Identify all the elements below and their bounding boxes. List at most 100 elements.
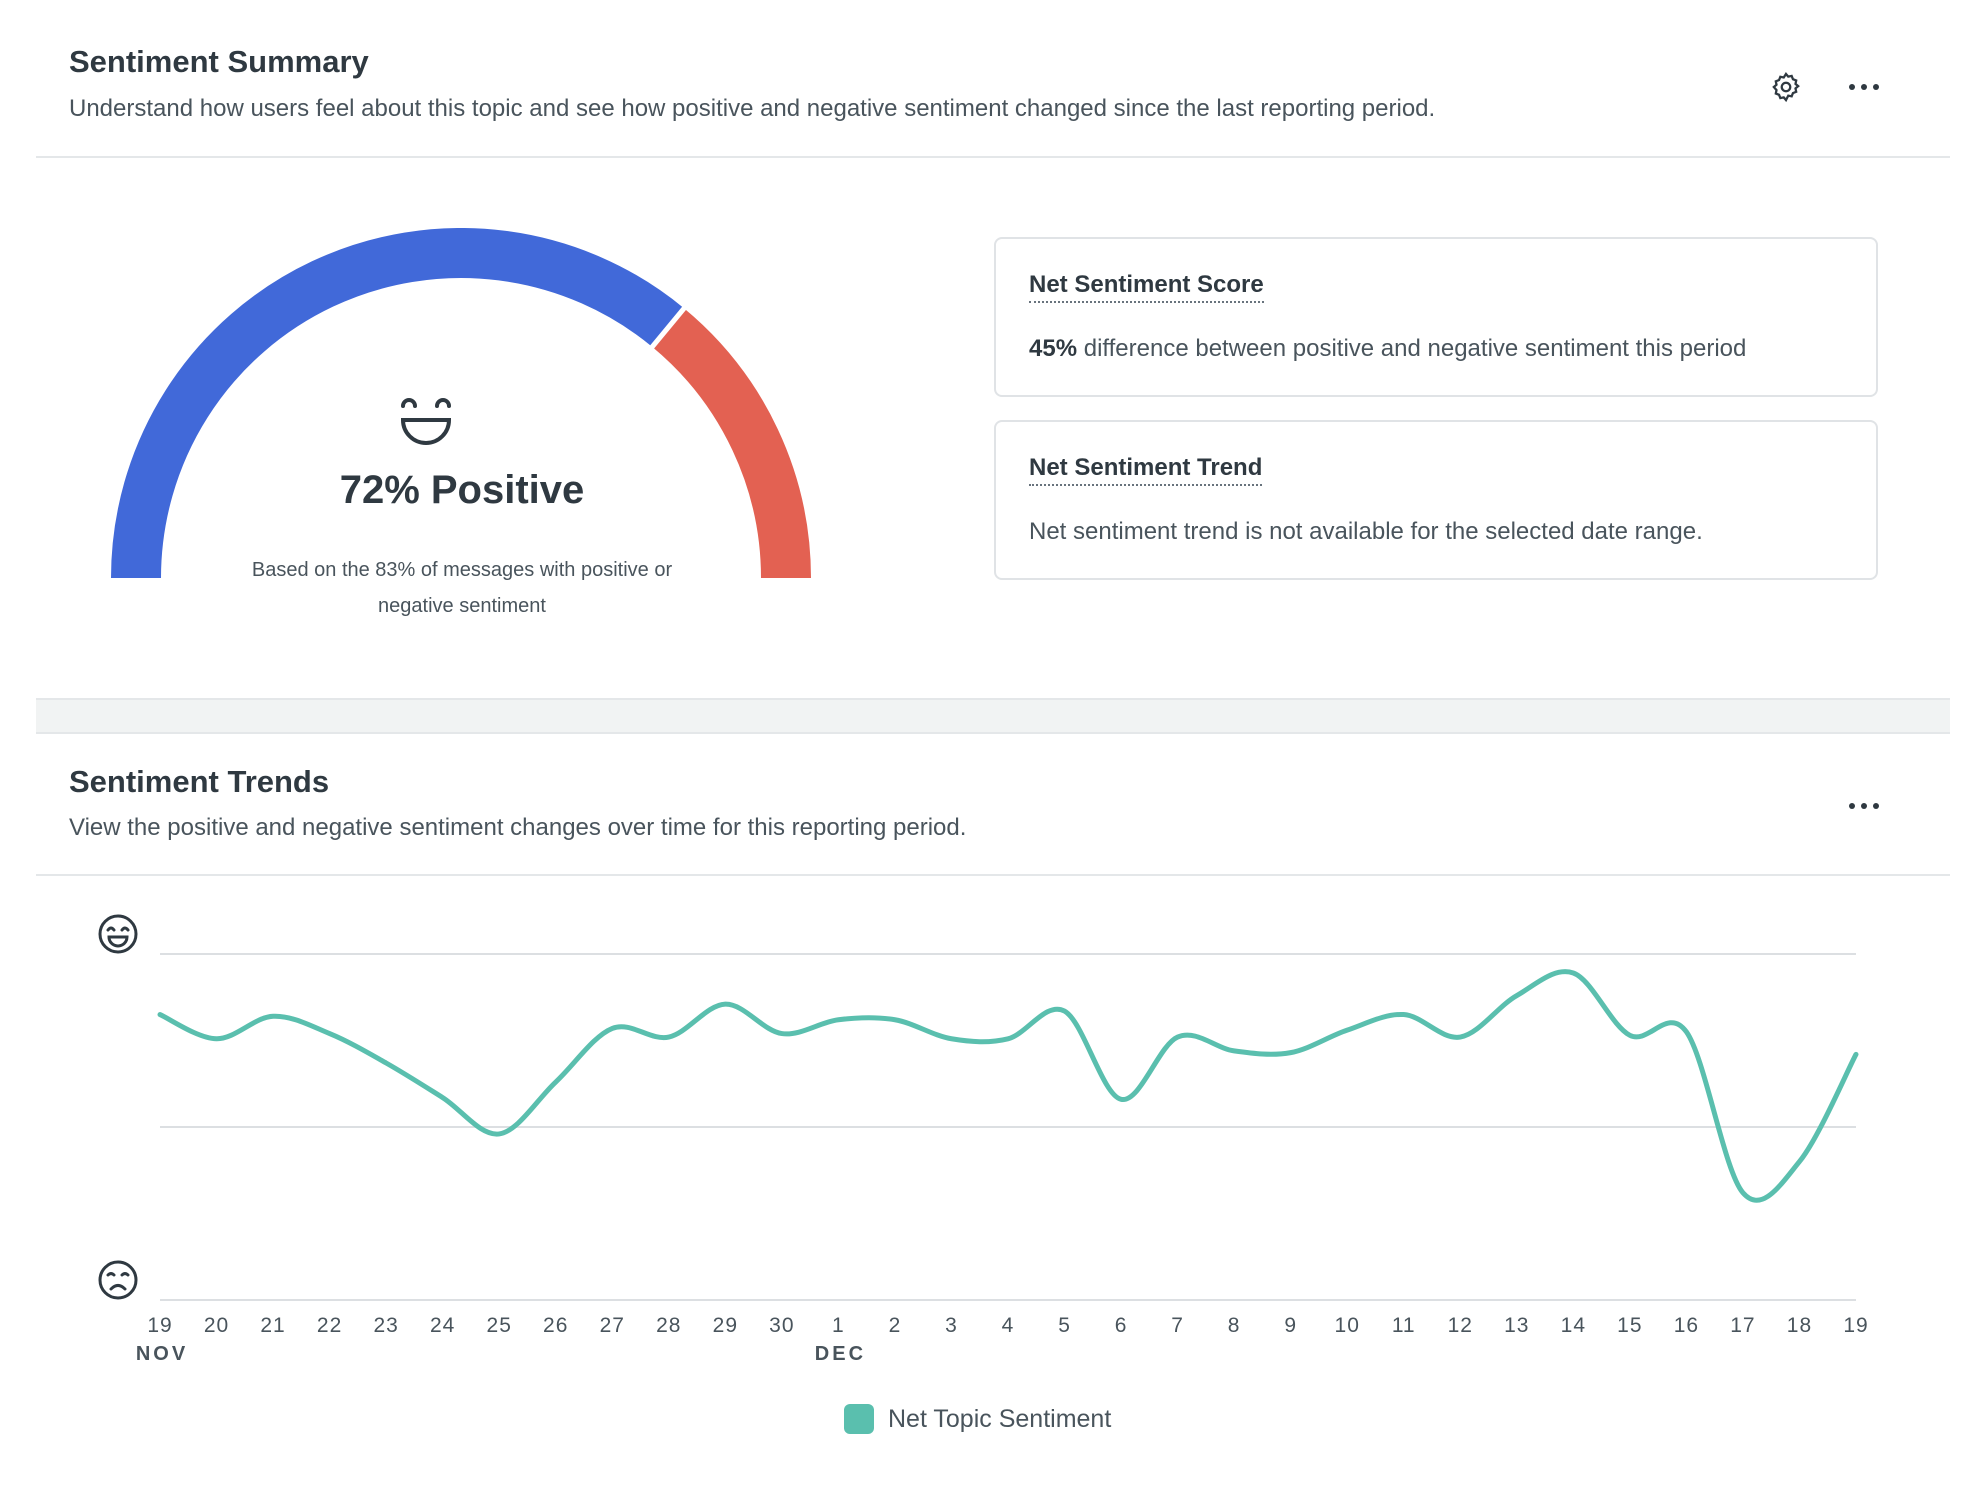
net-topic-sentiment-line <box>157 969 1859 1203</box>
data-point[interactable] <box>552 1078 560 1086</box>
ellipsis-icon <box>1849 84 1879 90</box>
x-tick-label: 22 <box>317 1314 342 1337</box>
x-tick-label: 25 <box>487 1314 512 1337</box>
net-sentiment-score-text: 45% difference between positive and nega… <box>1029 335 1746 363</box>
x-tick-label: 10 <box>1335 1314 1360 1337</box>
data-point[interactable] <box>1287 1049 1295 1057</box>
data-point[interactable] <box>1343 1026 1351 1034</box>
x-tick-label: 27 <box>600 1314 625 1337</box>
data-point[interactable] <box>1400 1011 1408 1019</box>
x-tick-label: 30 <box>769 1314 794 1337</box>
x-tick-label: 28 <box>656 1314 681 1337</box>
x-tick-label: 20 <box>204 1314 229 1337</box>
net-sentiment-trend-text: Net sentiment trend is not available for… <box>1029 518 1703 545</box>
net-sentiment-trend-box: Net Sentiment Trend Net sentiment trend … <box>994 420 1878 580</box>
x-tick-label: 16 <box>1674 1314 1699 1337</box>
x-tick-label: 14 <box>1561 1314 1586 1337</box>
x-tick-label: 19 <box>147 1314 172 1337</box>
x-tick-label: 19 <box>1843 1314 1868 1337</box>
gauge-note: Based on the 83% of messages with positi… <box>251 559 673 617</box>
x-tick-label: 17 <box>1730 1314 1755 1337</box>
summary-title: Sentiment Summary <box>69 44 369 79</box>
trends-header: Sentiment Trends View the positive and n… <box>36 734 1950 876</box>
data-point[interactable] <box>608 1024 616 1032</box>
data-point[interactable] <box>947 1035 955 1043</box>
data-point[interactable] <box>1117 1095 1125 1103</box>
data-point[interactable] <box>495 1130 503 1138</box>
data-point[interactable] <box>382 1059 390 1067</box>
data-point[interactable] <box>778 1030 786 1038</box>
legend-label: Net Topic Sentiment <box>888 1404 1112 1433</box>
x-tick-label: 5 <box>1058 1314 1071 1337</box>
chart-gridlines <box>160 953 1856 1301</box>
happy-face-icon <box>98 914 138 954</box>
x-tick-label: 2 <box>889 1314 902 1337</box>
net-sentiment-score-description: difference between positive and negative… <box>1077 335 1747 362</box>
data-point[interactable] <box>665 1033 673 1041</box>
data-point[interactable] <box>1230 1047 1238 1055</box>
data-point[interactable] <box>1569 969 1577 977</box>
chart-legend: Net Topic Sentiment <box>844 1404 1111 1434</box>
x-tick-label: 12 <box>1448 1314 1473 1337</box>
summary-description: Understand how users feel about this top… <box>69 95 1436 122</box>
x-tick-label: 24 <box>430 1314 455 1337</box>
data-point[interactable] <box>834 1016 842 1024</box>
sentiment-trend-chart: 19 20 21 22 23 24 25 26 27 28 29 30 1 2 3 4 5 6 7 8 9 10 11 12 1… <box>98 914 1868 1365</box>
data-point[interactable] <box>1626 1031 1634 1039</box>
data-point[interactable] <box>213 1035 221 1043</box>
data-point[interactable] <box>1174 1033 1182 1041</box>
x-tick-label: 21 <box>260 1314 285 1337</box>
x-tick-label: 9 <box>1284 1314 1297 1337</box>
settings-button[interactable] <box>1762 63 1810 111</box>
x-axis-month-labels: NOV DEC <box>136 1343 866 1365</box>
x-tick-label: 13 <box>1504 1314 1529 1337</box>
data-point[interactable] <box>721 1000 729 1008</box>
gauge-separator <box>649 305 688 350</box>
summary-header: Sentiment Summary Understand how users f… <box>36 0 1950 158</box>
x-tick-label: 3 <box>945 1314 958 1337</box>
data-point[interactable] <box>891 1016 899 1024</box>
x-tick-label: 15 <box>1617 1314 1642 1337</box>
data-point[interactable] <box>1852 1050 1860 1058</box>
trends-more-options-button[interactable] <box>1840 782 1888 830</box>
net-sentiment-score-box: Net Sentiment Score 45% difference betwe… <box>994 237 1878 397</box>
x-month-label: DEC <box>815 1343 866 1365</box>
data-point[interactable] <box>1739 1189 1747 1197</box>
net-sentiment-trend-title[interactable]: Net Sentiment Trend <box>1029 454 1263 486</box>
net-sentiment-score-value: 45% <box>1029 335 1078 362</box>
trends-title: Sentiment Trends <box>69 764 330 799</box>
sad-face-icon <box>98 1260 138 1300</box>
sentiment-summary-card: Sentiment Summary Understand how users f… <box>36 0 1950 700</box>
summary-more-options-button[interactable] <box>1840 63 1888 111</box>
data-point[interactable] <box>269 1012 277 1020</box>
data-point[interactable] <box>1795 1158 1803 1166</box>
net-sentiment-score-title[interactable]: Net Sentiment Score <box>1029 271 1264 303</box>
gauge-positive-arc <box>111 228 685 579</box>
x-tick-label: 11 <box>1392 1314 1416 1337</box>
x-tick-label: 6 <box>1115 1314 1128 1337</box>
data-point[interactable] <box>439 1094 447 1102</box>
x-month-label: NOV <box>136 1343 188 1365</box>
x-tick-label: 29 <box>713 1314 738 1337</box>
x-tick-label: 7 <box>1171 1314 1184 1337</box>
x-tick-label: 4 <box>1002 1314 1015 1337</box>
data-point[interactable] <box>1456 1033 1464 1041</box>
gauge-negative-arc <box>652 308 811 579</box>
x-tick-label: 23 <box>373 1314 398 1337</box>
sentiment-trends-card: Sentiment Trends View the positive and n… <box>36 734 1950 1500</box>
data-point[interactable] <box>156 1011 164 1019</box>
trends-description: View the positive and negative sentiment… <box>69 814 967 841</box>
gauge-value-label: 72% Positive <box>339 468 585 512</box>
legend-swatch <box>844 1404 874 1434</box>
data-point[interactable] <box>326 1030 334 1038</box>
data-point[interactable] <box>1513 992 1521 1000</box>
data-point[interactable] <box>1061 1007 1069 1015</box>
x-tick-label: 8 <box>1228 1314 1241 1337</box>
x-axis-tick-labels: 19 20 21 22 23 24 25 26 27 28 29 30 1 2 3 4 5 6 7 8 9 10 11 12 1… <box>147 1314 1868 1337</box>
sentiment-gauge <box>111 228 811 579</box>
gear-icon <box>1772 72 1800 103</box>
data-point[interactable] <box>1682 1028 1690 1036</box>
data-point[interactable] <box>1004 1035 1012 1043</box>
section-divider <box>36 698 1950 734</box>
ellipsis-icon <box>1849 803 1879 809</box>
